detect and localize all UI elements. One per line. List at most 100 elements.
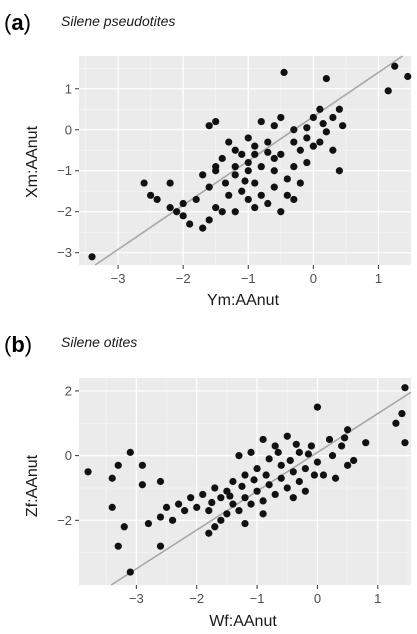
data-point (238, 187, 246, 195)
data-point (223, 510, 231, 518)
data-point (235, 507, 243, 515)
data-point (303, 134, 311, 142)
data-point (257, 191, 265, 199)
y-tick-label: 1 (65, 81, 72, 96)
data-point (244, 167, 252, 175)
data-point (187, 494, 195, 502)
data-point (126, 448, 134, 456)
data-point (147, 191, 155, 199)
data-point (199, 224, 207, 232)
data-point (344, 461, 352, 469)
panel-a-label-letter: a (11, 10, 24, 35)
data-point (283, 484, 291, 492)
data-point (226, 492, 234, 500)
y-tick-label: −2 (57, 204, 72, 219)
panel-a-y-axis-label: Xm:AAnut (24, 125, 41, 198)
data-point (140, 179, 148, 187)
panel-b-label-open: ( (4, 332, 12, 357)
data-point (328, 452, 337, 460)
data-point (350, 456, 358, 465)
data-point (173, 208, 181, 216)
panel-b-label-letter: b (11, 332, 24, 357)
data-point (166, 179, 174, 187)
data-point (270, 183, 278, 191)
data-point (290, 163, 298, 171)
data-point (205, 122, 213, 130)
panel-a-plot-background (79, 56, 411, 265)
data-point (257, 117, 265, 126)
data-point (286, 456, 294, 465)
data-point (401, 439, 409, 447)
y-tick-label: 2 (65, 383, 72, 398)
data-point (310, 471, 319, 479)
data-point (250, 476, 258, 484)
data-point (277, 150, 285, 158)
data-point (217, 516, 225, 524)
data-point (179, 212, 187, 220)
data-point (231, 163, 239, 171)
x-tick-label: −3 (111, 271, 126, 286)
data-point (277, 461, 285, 469)
data-point (329, 113, 337, 122)
data-point (325, 435, 334, 444)
panel-b-plot-background (79, 378, 411, 585)
data-point (290, 126, 298, 134)
data-point (212, 167, 220, 175)
data-point (296, 179, 304, 187)
data-point (316, 105, 324, 113)
data-point (270, 167, 278, 175)
data-point (114, 542, 122, 550)
data-point (251, 150, 259, 158)
svg-text:(a): (a) (4, 10, 31, 35)
data-point (212, 204, 220, 212)
data-point (265, 455, 273, 463)
panel-a-label-close: ) (24, 10, 31, 35)
data-point (280, 68, 288, 76)
data-point (296, 146, 304, 154)
data-point (244, 158, 252, 167)
data-point (344, 426, 352, 434)
data-point (290, 138, 298, 146)
panel-b: (b) Silene otites −3 −2 −1 0 1 −2 0 2 Wf:AAnut… (4, 332, 412, 630)
data-point (193, 503, 201, 511)
data-point (138, 461, 146, 469)
panel-a: (a) Silene pseudotites −3 −2 −1 0 1 −3 −2 −1 0 1… (4, 10, 412, 309)
data-point (277, 474, 285, 482)
data-point (304, 450, 312, 458)
panel-b-y-axis-label: Zf:AAnut (24, 454, 41, 517)
data-point (208, 498, 216, 507)
data-point (335, 167, 343, 175)
data-point (259, 510, 267, 518)
data-point (262, 471, 270, 479)
data-point (247, 500, 255, 508)
data-point (270, 122, 278, 130)
data-point (265, 481, 273, 489)
data-point (309, 142, 317, 150)
x-tick-label: 1 (375, 271, 382, 286)
data-point (108, 503, 116, 511)
data-point (271, 490, 279, 499)
data-point (231, 208, 239, 216)
data-point (292, 440, 300, 448)
data-point (156, 513, 165, 521)
data-point (225, 138, 233, 146)
data-point (88, 253, 96, 261)
data-point (251, 179, 259, 187)
data-point (241, 494, 249, 502)
data-point (339, 122, 347, 130)
data-point (221, 179, 230, 187)
data-point (271, 442, 279, 450)
data-point (301, 464, 309, 473)
data-point (241, 177, 249, 185)
data-point (283, 175, 291, 183)
data-point (274, 448, 282, 456)
data-point (259, 435, 267, 444)
panel-b-label-close: ) (25, 332, 32, 357)
data-point (186, 220, 194, 228)
data-point (335, 105, 343, 113)
data-point (303, 124, 311, 132)
data-point (247, 448, 255, 456)
data-point (168, 516, 177, 524)
data-point (264, 199, 272, 208)
x-tick-label: −2 (176, 271, 191, 286)
